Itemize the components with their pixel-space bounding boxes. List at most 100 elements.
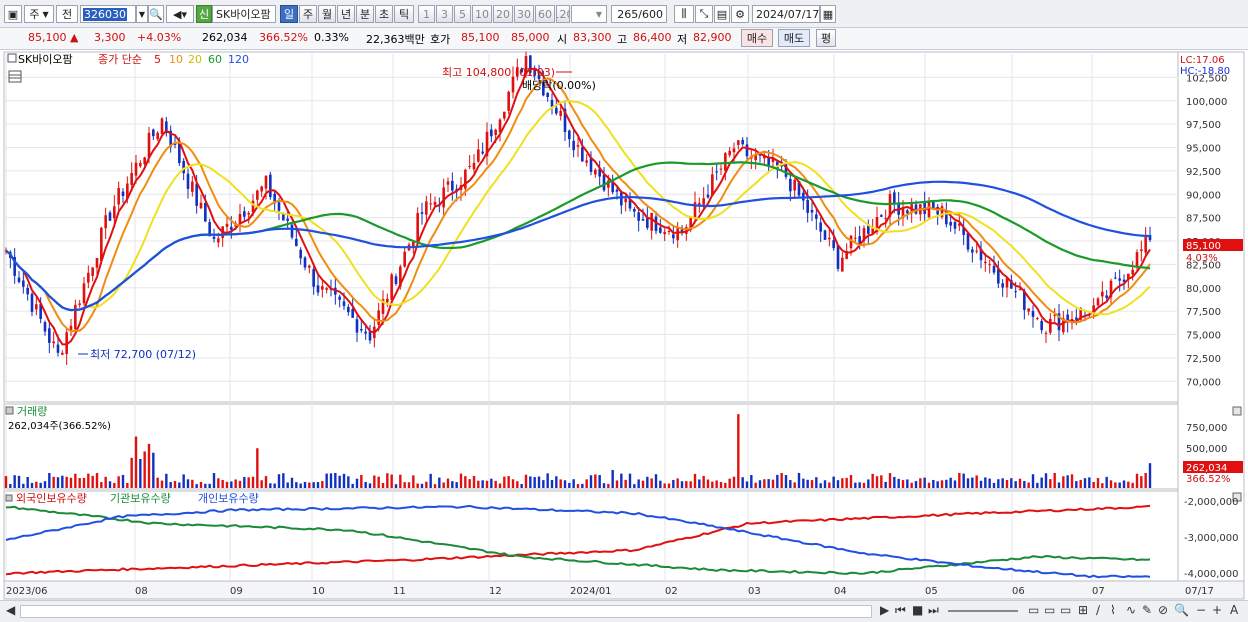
volume-bar: [685, 481, 688, 488]
candle-type-icon[interactable]: ⫼: [674, 5, 694, 23]
candle-body: [741, 139, 744, 145]
period-day-button[interactable]: 일: [280, 5, 298, 23]
scroll-track[interactable]: [20, 605, 872, 618]
legend-ma60[interactable]: 60: [208, 53, 222, 66]
date-input[interactable]: 2024/07/17: [752, 5, 820, 23]
volume-bar: [269, 483, 272, 488]
minus-icon[interactable]: −: [1196, 603, 1207, 617]
candle-body: [598, 168, 601, 177]
volume-bar: [923, 477, 926, 488]
volume-bar: [360, 474, 363, 488]
hc-label: HC:-18.80: [1180, 66, 1230, 77]
candle-body: [139, 162, 142, 167]
legend-ma20[interactable]: 20: [188, 53, 202, 66]
volume-bar: [321, 481, 324, 488]
layout-icon[interactable]: ▭: [1044, 603, 1056, 617]
candle-body: [611, 181, 614, 193]
volume-bar: [845, 477, 848, 488]
window-icon[interactable]: ▣: [4, 5, 22, 23]
volume-bar: [355, 478, 359, 488]
minute-10-button[interactable]: 10: [472, 5, 492, 23]
volume-bar: [949, 477, 952, 488]
draw-tool-icon[interactable]: ✎: [1142, 603, 1153, 617]
trend-tool-icon[interactable]: ⌇: [1110, 603, 1116, 617]
layout-icon[interactable]: ▭: [1028, 603, 1040, 617]
minute-60-button[interactable]: 60: [535, 5, 555, 23]
period-year-button[interactable]: 년: [337, 5, 355, 23]
volume-bar: [407, 482, 411, 488]
eval-button[interactable]: 평: [816, 29, 836, 47]
minute-1-button[interactable]: 1: [418, 5, 435, 23]
calendar-icon[interactable]: ▦: [820, 5, 836, 23]
wave-tool-icon[interactable]: ∿: [1126, 603, 1137, 617]
volume-bar: [958, 472, 961, 488]
code-dropdown-icon[interactable]: ▼: [136, 5, 148, 23]
plus-icon[interactable]: +: [1212, 603, 1223, 617]
period-month-button[interactable]: 월: [318, 5, 336, 23]
volume-bar: [325, 473, 328, 488]
buy-button[interactable]: 매수: [741, 29, 773, 47]
prev-button[interactable]: 전: [56, 5, 78, 23]
forward-icon[interactable]: ⏭: [928, 603, 939, 617]
minute-3-button[interactable]: 3: [436, 5, 453, 23]
gear-icon[interactable]: ⚙: [731, 5, 749, 23]
volume-bar: [377, 476, 380, 488]
sound-icon[interactable]: ◀▾: [166, 5, 194, 23]
table-icon[interactable]: [8, 70, 22, 83]
volume-bar: [234, 479, 237, 488]
scroll-bar[interactable]: ◀ ▶ ⏮ ■ ⏭ ▭ ▭ ▭ ⊞ ∕ ⌇ ∿ ✎ ⊘ 🔍 − + A: [0, 600, 1248, 622]
tools-icon[interactable]: ⤡: [695, 5, 713, 23]
period-select[interactable]: 주 ▼: [24, 5, 54, 23]
close-icon[interactable]: [1232, 492, 1242, 502]
candle-body: [732, 148, 736, 153]
text-tool-icon[interactable]: A: [1230, 603, 1239, 617]
period-second-button[interactable]: 초: [375, 5, 393, 23]
candle-body: [316, 285, 320, 293]
line-tool-icon[interactable]: ∕: [1096, 603, 1101, 617]
candle-body: [43, 322, 47, 332]
minute-120-button[interactable]: 120: [556, 5, 570, 23]
volume-bar: [69, 477, 73, 488]
legend-ma5[interactable]: 5: [154, 53, 161, 66]
period-tick-button[interactable]: 틱: [394, 5, 414, 23]
volume-bar: [602, 483, 606, 488]
zoom-slider[interactable]: [948, 610, 1018, 612]
scroll-right-icon[interactable]: ▶: [880, 603, 890, 617]
candle-body: [650, 212, 653, 231]
close-icon[interactable]: [1232, 406, 1242, 416]
volume-bar: [156, 477, 159, 488]
save-icon[interactable]: ▤: [714, 5, 730, 23]
minute-20-button[interactable]: 20: [493, 5, 513, 23]
layout-icon[interactable]: ▭: [1060, 603, 1072, 617]
candle-body: [121, 191, 125, 196]
bar-count-input[interactable]: 265/600: [611, 5, 667, 23]
custom-period-input[interactable]: ▼: [571, 5, 607, 23]
volume-bar: [113, 482, 116, 488]
candle-body: [481, 151, 484, 154]
volume-panel: [3, 403, 1179, 490]
scroll-left-icon[interactable]: ◀: [6, 603, 16, 617]
sell-button[interactable]: 매도: [778, 29, 810, 47]
rewind-icon[interactable]: ⏮: [895, 603, 906, 617]
zoom-out-icon[interactable]: 🔍: [1174, 603, 1189, 617]
period-week-button[interactable]: 주: [299, 5, 317, 23]
chart-type-icon[interactable]: ⊞: [1078, 603, 1089, 617]
minute-30-button[interactable]: 30: [514, 5, 534, 23]
legend-stock-name[interactable]: SK바이오팜: [18, 53, 73, 66]
candle-body: [1092, 305, 1095, 314]
legend-ma120[interactable]: 120: [228, 53, 249, 66]
period-minute-button[interactable]: 분: [356, 5, 374, 23]
stock-code-input[interactable]: 326030: [80, 5, 136, 23]
search-icon[interactable]: 🔍: [148, 5, 164, 23]
volume-bar: [1010, 478, 1013, 488]
legend-ma10[interactable]: 10: [169, 53, 183, 66]
fibonacci-icon[interactable]: ⊘: [1158, 603, 1169, 617]
volume-bar: [771, 479, 775, 488]
low-price: 82,900: [693, 31, 732, 44]
minute-5-button[interactable]: 5: [454, 5, 471, 23]
stop-icon[interactable]: ■: [912, 603, 924, 617]
candle-body: [563, 108, 567, 133]
volume-bar: [199, 482, 203, 488]
candle-body: [880, 215, 883, 217]
stock-chart[interactable]: SK바이오팜 종가 단순 5 10 20 60 120 최고 104,800 (…: [0, 50, 1248, 600]
